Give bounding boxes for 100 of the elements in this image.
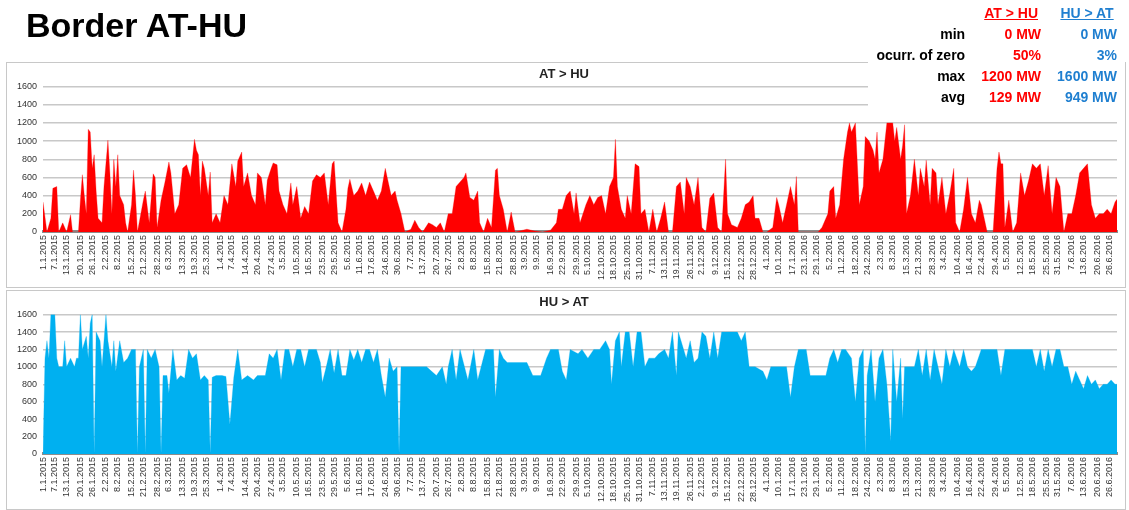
- y-tick-label: 1200: [16, 343, 38, 354]
- x-tick-label: 29.9.2015: [570, 456, 581, 497]
- x-tick-label: 14.4.2015: [240, 456, 251, 497]
- x-tick-label: 17.6.2015: [365, 234, 376, 275]
- x-tick-label: 28.2.2015: [151, 234, 162, 275]
- x-tick-label: 14.4.2015: [240, 234, 251, 275]
- x-tick-label: 22.9.2015: [556, 456, 567, 497]
- x-tick-label: 26.11.2015: [684, 234, 695, 280]
- x-tick-label: 18.5.2016: [1026, 456, 1037, 497]
- x-tick-label: 8.3.2016: [887, 456, 898, 492]
- x-tick-label: 22.9.2015: [556, 234, 567, 275]
- x-tick-label: 1.1.2015: [37, 234, 48, 270]
- x-tick-label: 28.3.2016: [926, 234, 937, 275]
- x-tick-label: 7.4.2015: [226, 234, 237, 270]
- x-tick-label: 20.6.2016: [1091, 456, 1102, 497]
- x-tick-label: 27.4.2015: [265, 456, 276, 497]
- x-tick-label: 24.6.2015: [379, 456, 390, 497]
- x-tick-label: 25.10.2015: [621, 456, 632, 502]
- x-tick-label: 23.1.2016: [798, 456, 809, 497]
- x-tick-label: 3.5.2015: [277, 234, 288, 270]
- x-tick-label: 24.2.2016: [861, 234, 872, 275]
- x-tick-label: 15.3.2016: [901, 456, 912, 497]
- x-tick-label: 11.6.2015: [354, 234, 365, 275]
- x-tick-label: 15.3.2016: [901, 234, 912, 275]
- x-tick-label: 16.4.2016: [963, 456, 974, 497]
- x-tick-label: 13.3.2015: [177, 456, 188, 497]
- x-tick-label: 16.4.2016: [963, 234, 974, 275]
- x-tick-label: 3.4.2016: [938, 234, 949, 270]
- x-tick-label: 1.4.2015: [214, 456, 225, 492]
- x-tick-label: 17.1.2016: [786, 456, 797, 497]
- x-tick-label: 2.8.2015: [456, 456, 467, 492]
- x-tick-label: 3.9.2015: [519, 456, 530, 492]
- x-tick-label: 20.7.2015: [430, 456, 441, 497]
- x-tick-label: 22.12.2015: [735, 456, 746, 502]
- y-tick-label: 1000: [16, 361, 38, 372]
- x-tick-label: 7.6.2016: [1066, 234, 1077, 270]
- text: 0 MW: [1004, 25, 1042, 42]
- x-tick-label: 21.3.2016: [912, 456, 923, 497]
- category-label: max: [937, 67, 966, 84]
- x-tick-label: 18.2.2016: [849, 234, 860, 275]
- text: 0 MW: [1080, 25, 1117, 42]
- x-tick-label: 9.9.2015: [531, 456, 542, 492]
- x-tick-label: 13.11.2015: [659, 456, 670, 502]
- x-tick-label: 26.6.2016: [1103, 234, 1114, 275]
- y-tick-label: 600: [21, 396, 38, 407]
- x-tick-label: 2.3.2016: [875, 234, 886, 270]
- x-tick-label: 11.2.2016: [836, 234, 847, 275]
- x-tick-label: 2.12.2015: [696, 456, 707, 497]
- x-tick-label: 5.5.2016: [1001, 234, 1012, 270]
- x-tick-label: 5.2.2016: [824, 456, 835, 492]
- x-tick-label: 26.1.2015: [86, 456, 97, 497]
- x-tick-label: 9.9.2015: [531, 234, 542, 270]
- x-tick-label: 19.11.2015: [670, 456, 681, 502]
- category-label: AT > HU: [983, 3, 1039, 23]
- x-tick-label: 2.2.2015: [100, 234, 111, 270]
- y-tick-label: 400: [21, 413, 38, 424]
- x-tick-label: 12.5.2016: [1015, 234, 1026, 275]
- x-tick-label: 17.6.2015: [365, 456, 376, 497]
- x-tick-label: 18.5.2016: [1026, 234, 1037, 275]
- x-tick-label: 10.5.2015: [291, 234, 302, 275]
- x-tick-label: 20.4.2015: [251, 456, 262, 497]
- x-tick-label: 7.6.2016: [1066, 456, 1077, 492]
- x-tick-label: 29.4.2016: [989, 234, 1000, 275]
- x-tick-label: 28.3.2016: [926, 456, 937, 497]
- x-tick-label: 23.1.2016: [798, 234, 809, 275]
- text: Border AT-HU: [26, 6, 247, 45]
- x-tick-label: 3.9.2015: [519, 234, 530, 270]
- x-tick-label: 23.5.2015: [316, 456, 327, 497]
- x-tick-label: 19.3.2015: [188, 456, 199, 497]
- x-tick-label: 7.1.2015: [49, 456, 60, 492]
- x-tick-label: 16.9.2015: [544, 234, 555, 275]
- x-tick-label: 4.1.2016: [761, 234, 772, 270]
- x-tick-label: 25.5.2016: [1040, 456, 1051, 497]
- x-tick-label: 13.7.2015: [417, 456, 428, 497]
- x-tick-label: 18.10.2015: [607, 234, 618, 280]
- chart-title: AT > HU: [539, 66, 589, 82]
- y-tick-label: 1000: [16, 135, 38, 146]
- x-tick-label: 16.5.2015: [303, 456, 314, 497]
- x-tick-label: 15.8.2015: [482, 234, 493, 275]
- x-tick-label: 10.5.2015: [291, 456, 302, 497]
- category-label: ocurr. of zero: [876, 46, 966, 63]
- category-label: min: [940, 25, 966, 42]
- x-tick-label: 2.8.2015: [456, 234, 467, 270]
- x-tick-label: 8.8.2015: [468, 456, 479, 492]
- chart-title: HU > AT: [539, 294, 589, 310]
- text: 1200 MW: [981, 67, 1042, 84]
- x-tick-label: 27.4.2015: [265, 234, 276, 275]
- x-tick-label: 21.8.2015: [493, 456, 504, 497]
- x-tick-label: 8.2.2015: [112, 456, 123, 492]
- x-tick-label: 24.6.2015: [379, 234, 390, 275]
- x-tick-label: 28.12.2015: [747, 234, 758, 280]
- x-tick-label: 6.3.2015: [163, 456, 174, 492]
- x-tick-label: 5.2.2016: [824, 234, 835, 270]
- x-tick-label: 7.7.2015: [405, 234, 416, 270]
- text: 1600 MW: [1057, 67, 1117, 84]
- x-tick-label: 31.5.2016: [1052, 456, 1063, 497]
- x-tick-label: 26.7.2015: [442, 456, 453, 497]
- x-tick-label: 1.1.2015: [37, 456, 48, 492]
- y-tick-label: 800: [21, 153, 38, 164]
- x-tick-label: 21.3.2016: [912, 234, 923, 275]
